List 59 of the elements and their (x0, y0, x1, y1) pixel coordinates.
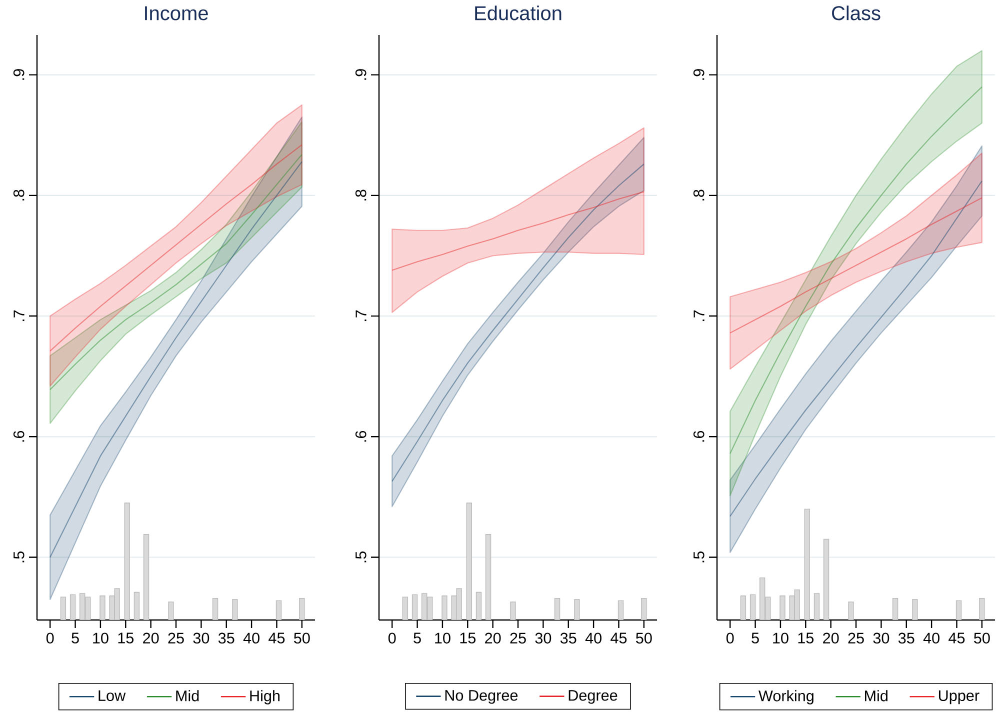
y-tick-label: .9 (355, 69, 366, 80)
x-tick-label: 50 (974, 632, 990, 644)
x-tick-label: 50 (636, 632, 652, 644)
legend-label: Low (98, 690, 126, 702)
x-tick-label: 0 (726, 632, 734, 644)
x-tick-label: 45 (610, 632, 627, 644)
x-tick-label: 35 (218, 632, 234, 644)
x-tick-label: 5 (752, 632, 759, 644)
chart-title: Income (145, 6, 208, 20)
x-tick-label: 40 (923, 632, 940, 644)
x-tick-label: 5 (72, 632, 79, 644)
x-tick-label: 50 (294, 632, 310, 644)
x-tick-label: 40 (243, 632, 260, 644)
y-tick-label: .5 (356, 552, 366, 562)
chart-title: Class (832, 6, 880, 20)
y-tick-label: .7 (356, 310, 366, 322)
y-tick-label: .8 (13, 190, 24, 200)
x-tick-label: 15 (118, 632, 134, 644)
legend-label: Upper (938, 690, 980, 704)
y-tick-label: .9 (13, 69, 24, 80)
legend-label: No Degree (445, 690, 518, 704)
y-tick-label: .8 (355, 190, 366, 200)
x-tick-label: 0 (46, 632, 54, 644)
legend-label: Working (758, 690, 814, 704)
y-tick-label: .7 (694, 310, 704, 322)
y-tick-label: .9 (693, 69, 704, 80)
x-tick-label: 0 (388, 632, 396, 644)
x-tick-label: 45 (948, 632, 965, 644)
x-tick-label: 15 (460, 632, 476, 644)
x-tick-label: 10 (773, 632, 788, 644)
x-tick-label: 20 (485, 632, 501, 644)
x-tick-label: 35 (898, 632, 914, 644)
x-tick-label: 10 (435, 632, 450, 644)
y-tick-label: .5 (14, 552, 24, 562)
x-tick-label: 20 (823, 632, 839, 644)
x-tick-label: 35 (560, 632, 576, 644)
legend-label: Degree (568, 690, 618, 704)
x-tick-label: 25 (168, 632, 184, 644)
x-tick-label: 20 (143, 632, 159, 644)
x-tick-label: 15 (798, 632, 814, 644)
y-tick-label: .6 (693, 430, 704, 442)
legend-label: Mid (176, 690, 199, 702)
x-tick-label: 30 (193, 632, 210, 644)
x-tick-label: 30 (873, 632, 890, 644)
x-tick-label: 30 (535, 632, 552, 644)
x-tick-label: 5 (414, 632, 421, 644)
x-tick-label: 25 (510, 632, 526, 644)
chart-title: Education (475, 6, 562, 20)
legend-label: Mid (865, 690, 888, 702)
y-tick-label: .8 (693, 190, 704, 200)
y-tick-label: .7 (14, 310, 24, 322)
y-tick-label: .6 (13, 430, 24, 442)
y-tick-label: .5 (694, 552, 704, 562)
x-tick-label: 45 (268, 632, 285, 644)
legend-label: High (250, 690, 280, 704)
x-tick-label: 10 (93, 632, 108, 644)
x-tick-label: 25 (848, 632, 864, 644)
y-tick-label: .6 (355, 430, 366, 442)
x-tick-label: 40 (585, 632, 602, 644)
